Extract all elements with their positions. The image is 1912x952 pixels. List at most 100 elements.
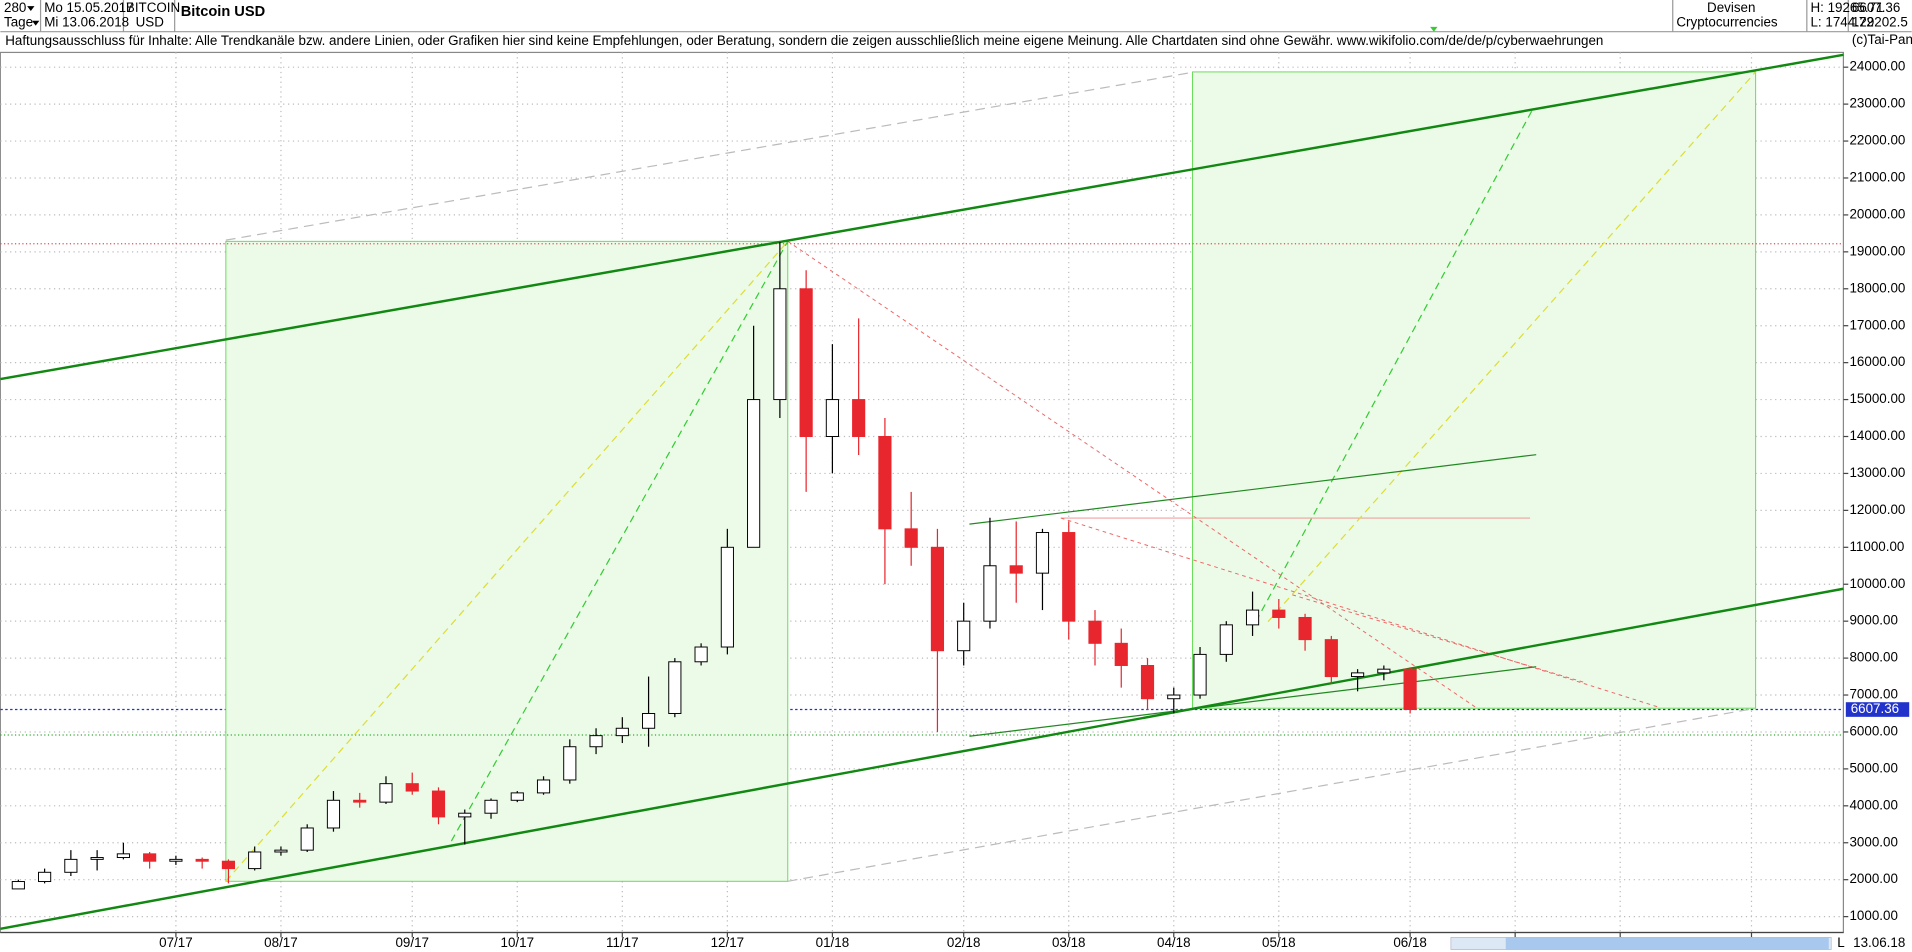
candle-body [1009,565,1023,574]
dashed-line [1267,71,1757,623]
y-tick-label: 4000.00 [1849,797,1897,812]
candle-body [379,783,393,803]
candle-body [11,881,25,890]
candle-body [1324,639,1338,678]
dashed-line [225,240,789,882]
dashed-line [450,241,789,842]
candle-body [195,858,209,862]
candle-body [1245,609,1260,626]
candle-body [1219,624,1233,655]
x-tick-label: 11/17 [606,935,639,950]
candle-body [300,827,314,851]
volume: 129202.5 [1852,15,1908,30]
scroll-label[interactable]: L [1837,935,1844,950]
header: 280 Tage Mo 15.05.2017 Mi 13.06.2018 BIT… [0,0,1912,48]
unit[interactable]: Tage [4,15,33,30]
drawings [0,53,1844,931]
y-tick-label: 19000.00 [1849,243,1905,258]
copyright: (c)Tai-Pan [1852,32,1912,47]
candle-body [274,849,288,853]
x-tick-label: 09/17 [395,935,429,950]
y-tick-label: 20000.00 [1849,206,1905,221]
dashed-line [1060,517,1659,708]
period[interactable]: 280 [4,0,26,15]
date-from: Mo 15.05.2017 [44,0,133,15]
x-tick-label: 06/18 [1393,935,1427,950]
candle-body [484,799,498,814]
candle-body [64,858,78,873]
candle-body [694,646,708,663]
candle-body [641,713,656,729]
candle-body [1403,668,1417,711]
y-tick-label: 17000.00 [1849,317,1905,332]
candle-body [957,620,971,652]
candle-body [878,436,892,530]
candle-body [326,799,341,829]
x-tick-label: 02/18 [947,935,981,950]
y-tick-label: 14000.00 [1849,428,1905,443]
y-tick-label: 9000.00 [1849,613,1897,628]
y-tick-label: 2000.00 [1849,871,1897,886]
candle-body [405,783,419,792]
candle-body [852,399,866,437]
candle-body [720,546,734,648]
candle-body [536,779,551,794]
candle-body [458,812,472,818]
dashed-line [225,71,1196,241]
candle-body [615,727,629,737]
y-tick-label: 22000.00 [1849,133,1905,148]
candle-body [747,399,761,548]
dropdown-arrow[interactable] [32,20,40,26]
last-price-label: 6607.36 [1851,701,1899,716]
candle-body [1377,668,1391,674]
current-date: 13.06.18 [1853,935,1905,950]
candle-body [1193,653,1207,696]
y-tick-label: 7000.00 [1849,687,1897,702]
dashed-line [787,707,1756,882]
trend-line [969,454,1537,525]
y-tick-label: 13000.00 [1849,465,1905,480]
x-tick-label: 12/17 [711,935,745,950]
candle-body [825,399,839,437]
candle-body [1088,620,1102,644]
y-tick-label: 10000.00 [1849,576,1905,591]
dropdown-arrow[interactable] [27,6,35,11]
candle-body [1062,532,1076,622]
y-tick-label: 5000.00 [1849,760,1897,775]
group: Devisen [1707,0,1755,15]
y-tick-label: 24000.00 [1849,59,1905,74]
candles [11,242,1417,890]
high: H: 19265.71 [1810,0,1883,15]
currency: USD [136,15,165,30]
scrollbar-thumb[interactable] [1505,937,1829,950]
candle-body [431,790,446,818]
y-tick-label: 21000.00 [1849,170,1905,185]
y-tick-label: 12000.00 [1849,502,1905,517]
candle-body [1167,694,1181,700]
y-tick-label: 3000.00 [1849,834,1897,849]
trend-line [969,666,1537,737]
date-to: Mi 13.06.2018 [44,15,129,30]
candle-body [1035,532,1050,574]
candle-body [510,792,524,801]
y-tick-label: 18000.00 [1849,280,1905,295]
x-tick-label: 03/18 [1052,935,1086,950]
x-tick-label: 01/18 [816,935,850,950]
disclaimer: Haftungsausschluss für Inhalte: Alle Tre… [5,33,1603,48]
candle-body [143,853,157,862]
candle-body [983,565,997,622]
candle-body [221,860,236,870]
trend-line [0,53,1844,381]
last: 6607.36 [1852,0,1900,15]
candle-body [904,528,918,548]
candle-body [930,546,945,652]
x-tick-label: 10/17 [501,935,535,950]
scrollbar[interactable]: L 13.06.18 [1450,935,1905,950]
y-tick-label: 6000.00 [1849,724,1897,739]
candle-body [169,858,183,862]
candle-body [799,288,813,437]
y-tick-label: 1000.00 [1849,908,1897,923]
trend-line [0,587,1844,931]
